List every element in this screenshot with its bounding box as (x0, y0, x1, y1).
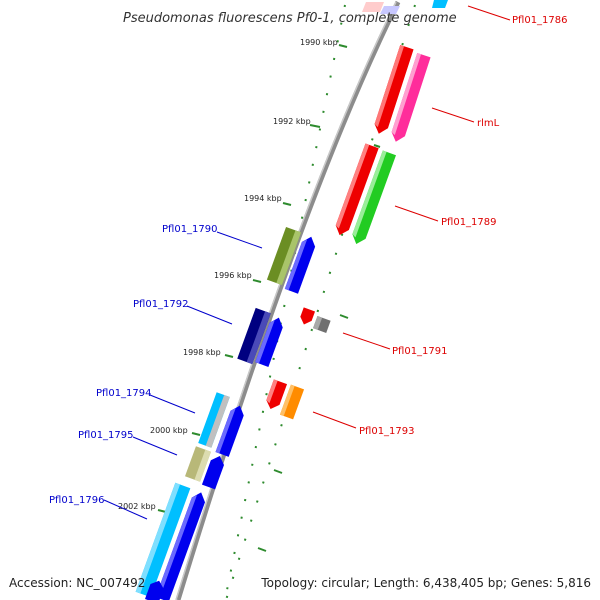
tick-label: 1996 kbp (214, 271, 252, 280)
gene-label-pfl01-1794[interactable]: Pfl01_1794 (96, 388, 152, 399)
gene-pfl01-1790[interactable] (266, 226, 318, 294)
tick-1990: 1990 kbp (300, 38, 348, 48)
leader-line-pfl01-1789 (394, 205, 439, 222)
leader-line-pfl01-1786 (467, 5, 511, 21)
leader-line-pfl01-1796 (103, 499, 148, 520)
gene-label-pfl01-1795[interactable]: Pfl01_1795 (78, 430, 134, 441)
tick-track-right (225, 4, 416, 600)
genome-summary-text: Topology: circular; Length: 6,438,405 bp… (260, 576, 591, 590)
tick-label: 1992 kbp (273, 117, 311, 126)
gene-pfl01-1796[interactable] (135, 482, 208, 600)
leader-line-pfl01-1794 (149, 394, 196, 414)
leader-line-rlml (431, 107, 475, 123)
tick-1992: 1992 kbp (273, 117, 321, 128)
tick-2002: 2002 kbp (118, 502, 167, 513)
accession-text: Accession: NC_007492 (9, 576, 145, 590)
tick-label: 1994 kbp (244, 194, 282, 203)
gene-pfl01-1789[interactable] (333, 143, 396, 246)
tick-label: 2000 kbp (150, 426, 188, 435)
gene-label-pfl01-1790[interactable]: Pfl01_1790 (162, 224, 218, 235)
gene-label-pfl01-1789[interactable]: Pfl01_1789 (441, 217, 497, 228)
gene-pfl01-1791[interactable] (298, 307, 331, 333)
gene-pfl01-1794[interactable] (198, 392, 246, 457)
leader-line-pfl01-1791 (342, 332, 391, 350)
footer-backdrop-right (256, 572, 594, 592)
map-title: Pseudomonas fluorescens Pf0-1, complete … (123, 11, 457, 26)
gene-label-pfl01-1791[interactable]: Pfl01_1791 (392, 346, 448, 357)
footer-backdrop-left (6, 572, 132, 592)
gene-label-rlml[interactable]: rlmL (477, 118, 500, 129)
genome-backbone (175, 0, 401, 600)
leader-line-pfl01-1793 (312, 411, 357, 429)
tick-label: 1998 kbp (183, 348, 221, 357)
gene-rlml[interactable] (372, 45, 431, 144)
leader-line-pfl01-1790 (216, 231, 263, 249)
gene-pfl01-1786[interactable] (362, 0, 448, 14)
gene-label-pfl01-1792[interactable]: Pfl01_1792 (133, 299, 189, 310)
tick-2000: 2000 kbp (150, 426, 201, 436)
gene-pfl01-1795[interactable] (185, 446, 226, 490)
gene-pfl01-1793[interactable] (264, 379, 305, 420)
tick-label: 1990 kbp (300, 38, 338, 47)
gene-label-pfl01-1796[interactable]: Pfl01_1796 (49, 495, 105, 506)
gene-pfl01-1792[interactable] (237, 307, 285, 367)
gene-label-pfl01-1793[interactable]: Pfl01_1793 (359, 426, 415, 437)
leader-line-pfl01-1792 (186, 305, 233, 325)
tick-label: 2002 kbp (118, 502, 156, 511)
tick-1998: 1998 kbp (183, 348, 234, 358)
gene-label-pfl01-1786[interactable]: Pfl01_1786 (512, 15, 568, 26)
tick-track-left (224, 4, 346, 600)
genome-backbone-highlight (175, 1, 397, 600)
minor-ticks-right (257, 144, 381, 552)
tick-1994: 1994 kbp (244, 194, 292, 206)
tick-1996: 1996 kbp (214, 271, 262, 283)
leader-line-pfl01-1795 (132, 436, 178, 456)
